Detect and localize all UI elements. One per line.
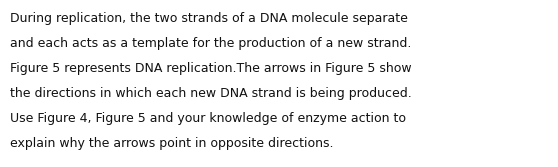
Text: During replication, the two strands of a DNA molecule separate: During replication, the two strands of a… [10, 12, 408, 25]
Text: the directions in which each new DNA strand is being produced.: the directions in which each new DNA str… [10, 87, 412, 100]
Text: Figure 5 represents DNA replication.The arrows in Figure 5 show: Figure 5 represents DNA replication.The … [10, 62, 412, 75]
Text: Use Figure 4, Figure 5 and your knowledge of enzyme action to: Use Figure 4, Figure 5 and your knowledg… [10, 112, 406, 125]
Text: and each acts as a template for the production of a new strand.: and each acts as a template for the prod… [10, 37, 411, 50]
Text: explain why the arrows point in opposite directions.: explain why the arrows point in opposite… [10, 137, 334, 150]
